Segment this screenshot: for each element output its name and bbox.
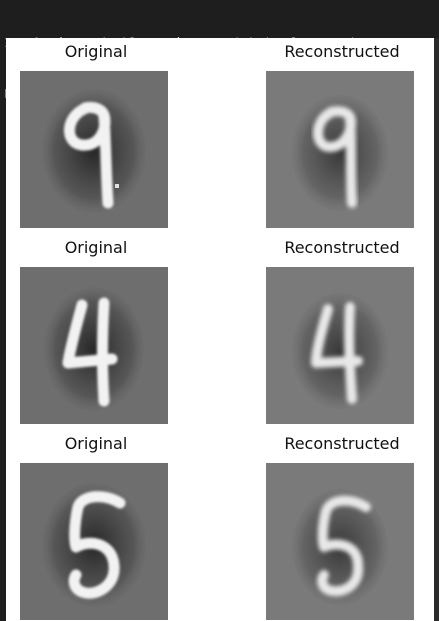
reconstructed-image-4 bbox=[266, 267, 414, 424]
original-image-9 bbox=[20, 71, 168, 228]
reconstructed-title: Reconstructed bbox=[284, 42, 400, 61]
reconstructed-image-5 bbox=[266, 463, 414, 620]
original-title: Original bbox=[64, 434, 128, 453]
original-image-5 bbox=[20, 463, 168, 620]
original-title: Original bbox=[64, 238, 128, 257]
output-scrollbar[interactable] bbox=[434, 38, 439, 621]
console-output: Συνολικές trainable παράμετροι (Tied 3-l… bbox=[0, 0, 439, 101]
original-image-4 bbox=[20, 267, 168, 424]
reconstructed-image-9 bbox=[266, 71, 414, 228]
reconstructed-title: Reconstructed bbox=[284, 238, 400, 257]
original-title: Original bbox=[64, 42, 128, 61]
reconstructed-title: Reconstructed bbox=[284, 434, 400, 453]
reconstruction-figure: Original Reconstructed Original bbox=[6, 38, 434, 621]
